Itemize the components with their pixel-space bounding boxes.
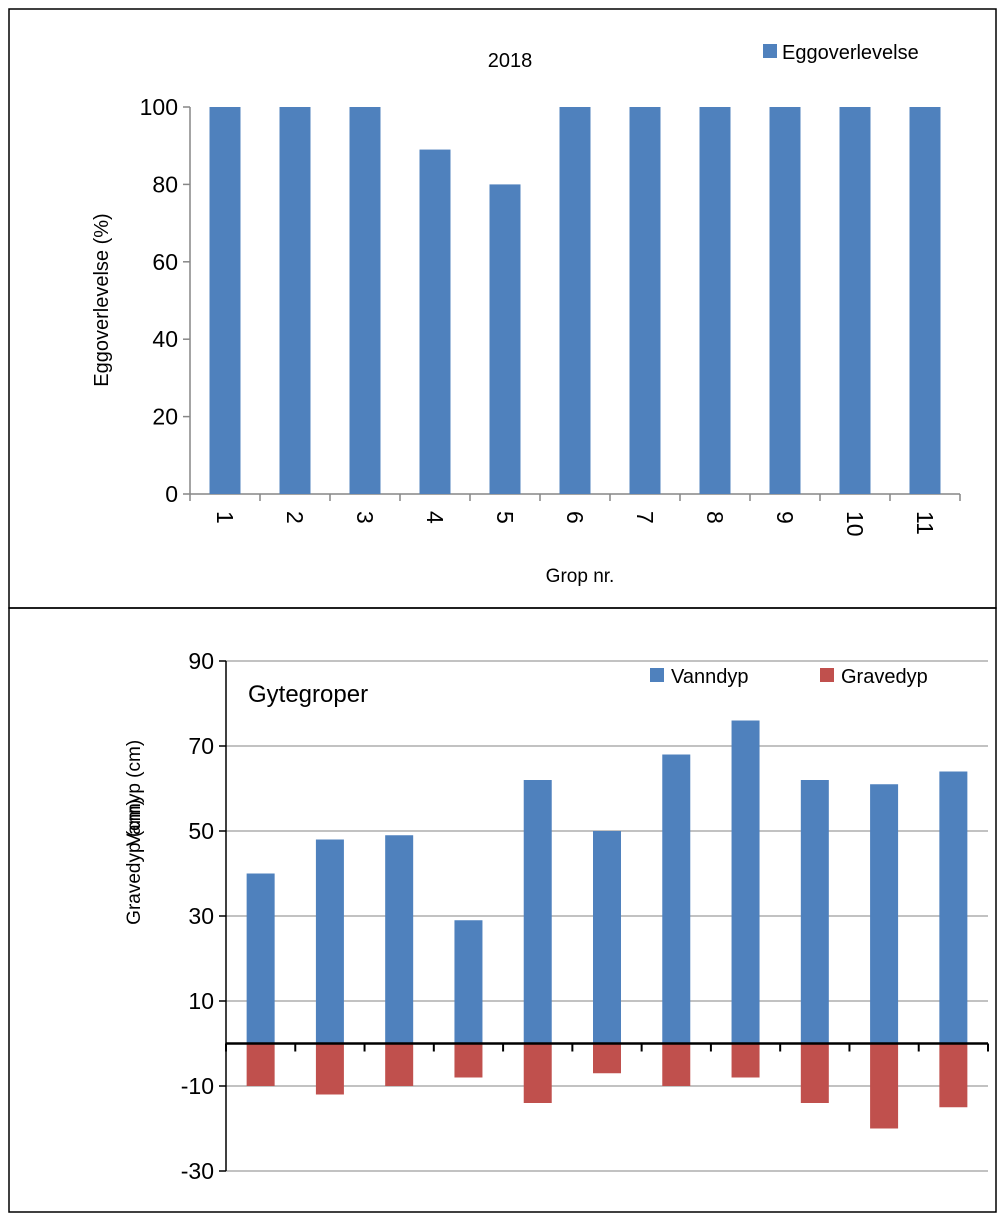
chart2-bar-vanndyp-grop-8	[731, 720, 760, 1044]
chart1-y-tick-label: 20	[152, 404, 178, 430]
chart1-x-tick-label: 4	[422, 511, 448, 524]
chart2-bar-vanndyp-grop-6	[593, 831, 621, 1044]
chart2-bar-vanndyp-grop-7	[662, 754, 691, 1044]
chart2-bar-gravedyp-grop-11	[939, 1043, 968, 1108]
chart1-x-tick-label: 5	[492, 511, 518, 524]
chart1-bar-grop-4	[419, 149, 451, 494]
chart1-y-axis-label: Eggoverlevelse (%)	[91, 213, 113, 386]
chart1-x-tick-label: 11	[912, 511, 938, 535]
chart1-x-tick-label: 10	[842, 511, 868, 537]
chart1-bar-grop-5	[489, 184, 521, 494]
chart1-x-tick-label: 3	[352, 511, 378, 524]
chart2-bar-gravedyp-grop-10	[870, 1043, 899, 1129]
chart1-bar-grop-3	[349, 107, 381, 494]
chart2-bar-vanndyp-grop-11	[939, 771, 968, 1044]
chart2-annotation: Gytegroper	[248, 681, 368, 708]
chart2-bar-gravedyp-grop-9	[800, 1043, 829, 1103]
chart2-bar-vanndyp-grop-4	[454, 920, 483, 1044]
chart2-legend-swatch-gravedyp	[820, 668, 834, 682]
chart1-bar-grop-8	[699, 107, 731, 494]
chart2-bar-gravedyp-grop-4	[454, 1043, 483, 1078]
chart2-bar-vanndyp-grop-10	[870, 784, 899, 1044]
chart2-bar-vanndyp-grop-5	[523, 780, 552, 1044]
chart2-bar-gravedyp-grop-1	[246, 1043, 275, 1086]
chart1-y-tick-label: 0	[165, 481, 178, 507]
chart2-y-tick-label: 90	[188, 648, 214, 674]
chart2-y-axis-label-upper: Vannyp (cm)	[124, 740, 145, 846]
chart1-bar-grop-10	[839, 107, 871, 494]
chart1-bar-grop-11	[909, 107, 941, 494]
survival-chart: 2018 Eggoverlevelse Eggoverlevelse (%) G…	[91, 42, 961, 587]
chart1-legend-label: Eggoverlevelse	[782, 42, 919, 64]
chart1-y-tick-label: 60	[152, 249, 178, 275]
chart2-bar-gravedyp-grop-3	[385, 1043, 414, 1086]
chart2-y-tick-label: -10	[181, 1073, 214, 1099]
chart1-y-tick-label: 80	[152, 171, 178, 197]
chart1-legend-swatch	[763, 44, 777, 58]
chart1-x-tick-label: 2	[282, 511, 308, 524]
chart2-bar-gravedyp-grop-8	[731, 1043, 760, 1078]
chart1-x-tick-label: 9	[772, 511, 798, 524]
chart1-x-tick-label: 6	[562, 511, 588, 524]
chart2-legend-label-gravedyp: Gravedyp	[841, 666, 928, 688]
chart2-bar-gravedyp-grop-5	[523, 1043, 552, 1103]
chart2-y-tick-label: -30	[181, 1158, 214, 1184]
bottom-panel-frame	[8, 607, 997, 1213]
redds-chart: Gytegroper Vanndyp Gravedyp Vannyp (cm) …	[124, 648, 989, 1184]
chart1-x-tick-label: 7	[632, 511, 658, 524]
chart2-legend-label-vanndyp: Vanndyp	[671, 666, 748, 688]
chart2-y-tick-label: 50	[188, 818, 214, 844]
chart2-bar-gravedyp-grop-2	[315, 1043, 344, 1095]
chart1-y-tick-label: 100	[140, 94, 178, 120]
chart2-bar-vanndyp-grop-9	[800, 780, 829, 1044]
chart2-y-tick-label: 10	[188, 988, 214, 1014]
chart1-title: 2018	[488, 50, 533, 72]
chart2-bar-gravedyp-grop-6	[593, 1043, 621, 1074]
chart1-x-tick-label: 8	[702, 511, 728, 524]
chart1-bar-grop-2	[279, 107, 311, 494]
chart1-bar-grop-6	[559, 107, 591, 494]
chart2-y-axis-label-lower: Gravedyp (cm)	[124, 799, 145, 925]
chart1-x-axis-label: Grop nr.	[546, 566, 615, 587]
chart2-y-tick-label: 30	[188, 903, 214, 929]
chart1-marks: 0 20 40 60 80 100 1 2 3 4 5 6 7 8 9 10 11	[140, 94, 961, 537]
chart1-bar-grop-1	[209, 107, 241, 494]
chart2-legend-swatch-vanndyp	[650, 668, 664, 682]
chart2-bar-gravedyp-grop-7	[662, 1043, 691, 1086]
chart2-bar-vanndyp-grop-3	[385, 835, 414, 1044]
chart2-y-tick-label: 70	[188, 733, 214, 759]
chart1-x-tick-label: 1	[212, 511, 238, 524]
chart2-marks: -30 -10 10 30 50 70 90	[181, 648, 989, 1184]
chart2-bar-vanndyp-grop-2	[315, 839, 344, 1044]
chart1-bar-grop-9	[769, 107, 801, 494]
chart1-bar-grop-7	[629, 107, 661, 494]
chart1-y-tick-label: 40	[152, 326, 178, 352]
chart2-bar-vanndyp-grop-1	[246, 873, 275, 1044]
